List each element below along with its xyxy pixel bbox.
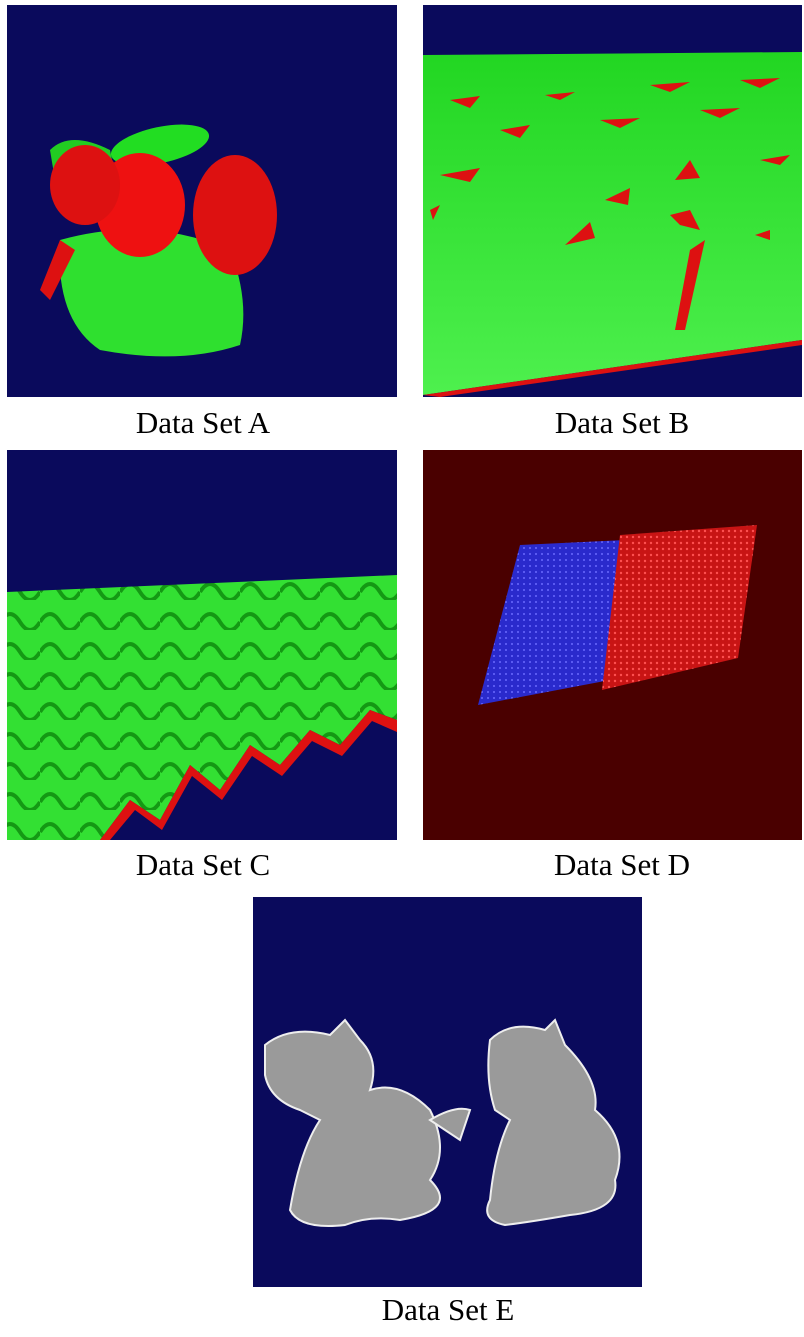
panel-d: Data Set D [423, 450, 802, 882]
caption: Data Set B [555, 405, 689, 440]
panel-e: Data Set E [253, 897, 642, 1327]
caption: Data Set D [554, 847, 690, 882]
red-patch [193, 155, 277, 275]
caption: Data Set E [382, 1292, 515, 1327]
panel-c: Data Set C [7, 450, 397, 882]
panel-b: Data Set B [423, 5, 802, 440]
caption: Data Set C [136, 847, 270, 882]
terrain [423, 52, 802, 395]
caption: Data Set A [136, 405, 271, 440]
figure: Data Set A Data Set B [0, 0, 804, 1337]
red-patch [50, 145, 120, 225]
panel-a: Data Set A [7, 5, 397, 440]
